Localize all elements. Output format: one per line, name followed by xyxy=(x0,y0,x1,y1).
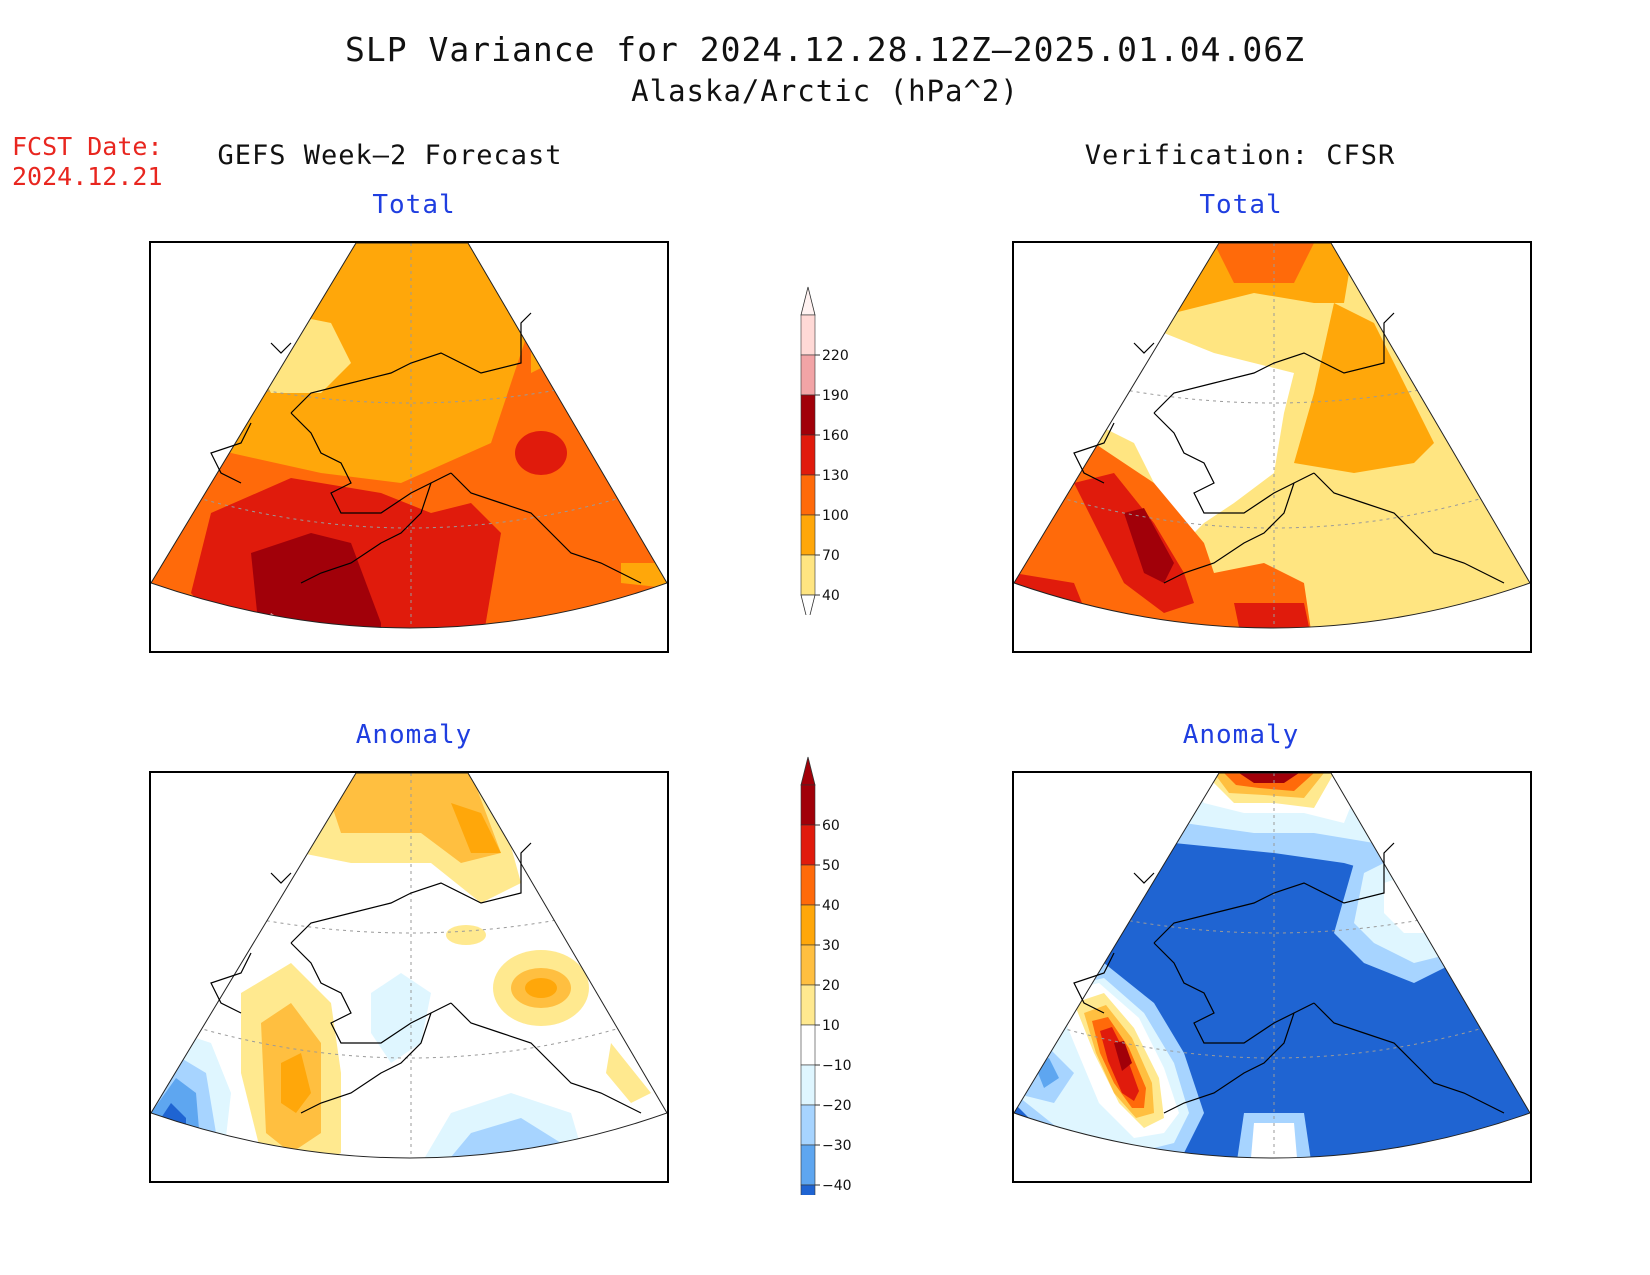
colorbar-tick-label: −40 xyxy=(822,1178,852,1194)
colorbar-bottom-cap xyxy=(800,594,816,624)
forecast-column-heading: GEFS Week–2 Forecast xyxy=(217,140,563,171)
colorbar-swatch xyxy=(800,554,816,596)
colorbar-tick-label: −30 xyxy=(822,1138,852,1154)
colorbar-tick-label: 10 xyxy=(822,1018,840,1034)
colorbar-tick-label: 40 xyxy=(822,898,840,914)
colorbar-tick-label: 70 xyxy=(822,548,840,564)
forecast-anomaly-map xyxy=(149,771,669,1183)
colorbar-tick-label: 30 xyxy=(822,938,840,954)
colorbar-swatch xyxy=(800,474,816,516)
chart-title: SLP Variance for 2024.12.28.12Z–2025.01.… xyxy=(345,30,1305,69)
total-colorbar: 220 190 160 130 100 70 40 xyxy=(795,285,875,624)
verification-anomaly-map xyxy=(1012,771,1532,1183)
colorbar-tick-label: 220 xyxy=(822,348,849,364)
colorbar-tick-label: 130 xyxy=(822,468,849,484)
fcst-date-value: 2024.12.21 xyxy=(12,162,163,191)
fcst-date-label: FCST Date: xyxy=(12,132,163,161)
forecast-total-map xyxy=(149,241,669,653)
colorbar-swatch xyxy=(800,784,816,826)
colorbar-tick-label: 60 xyxy=(822,818,840,834)
colorbar-tick-label: 160 xyxy=(822,428,849,444)
colorbar-swatch xyxy=(800,824,816,866)
colorbar-tick-label: 40 xyxy=(822,588,840,604)
colorbar-swatch xyxy=(800,1024,816,1066)
colorbar-swatch xyxy=(800,394,816,436)
colorbar-swatch xyxy=(800,944,816,986)
colorbar-tick-label: 50 xyxy=(822,858,840,874)
verification-anomaly-title: Anomaly xyxy=(1182,720,1300,750)
verification-column-heading: Verification: CFSR xyxy=(1084,140,1396,171)
colorbar-swatch xyxy=(800,1064,816,1106)
colorbar-top-cap xyxy=(800,286,816,316)
verification-total-map xyxy=(1012,241,1532,653)
verification-total-title: Total xyxy=(1199,190,1283,220)
colorbar-top-cap xyxy=(800,756,816,786)
colorbar-swatch xyxy=(800,1144,816,1186)
anomaly-colorbar: 60 50 40 30 20 10 −10 −20 −30 −40 xyxy=(795,755,875,1254)
colorbar-tick-label: 20 xyxy=(822,978,840,994)
colorbar-tick-label: 190 xyxy=(822,388,849,404)
colorbar-swatch xyxy=(800,314,816,356)
colorbar-tick-label: 100 xyxy=(822,508,849,524)
colorbar-swatch xyxy=(800,354,816,396)
colorbar-swatch xyxy=(800,864,816,906)
colorbar-swatch xyxy=(800,514,816,556)
chart-subtitle: Alaska/Arctic (hPa^2) xyxy=(631,74,1019,108)
colorbar-tick-label: −20 xyxy=(822,1098,852,1114)
forecast-anomaly-title: Anomaly xyxy=(355,720,473,750)
colorbar-swatch xyxy=(800,1184,816,1226)
colorbar-tick-label: −10 xyxy=(822,1058,852,1074)
colorbar-swatch xyxy=(800,1104,816,1146)
forecast-total-title: Total xyxy=(372,190,456,220)
colorbar-swatch xyxy=(800,434,816,476)
colorbar-swatch xyxy=(800,984,816,1026)
colorbar-swatch xyxy=(800,904,816,946)
